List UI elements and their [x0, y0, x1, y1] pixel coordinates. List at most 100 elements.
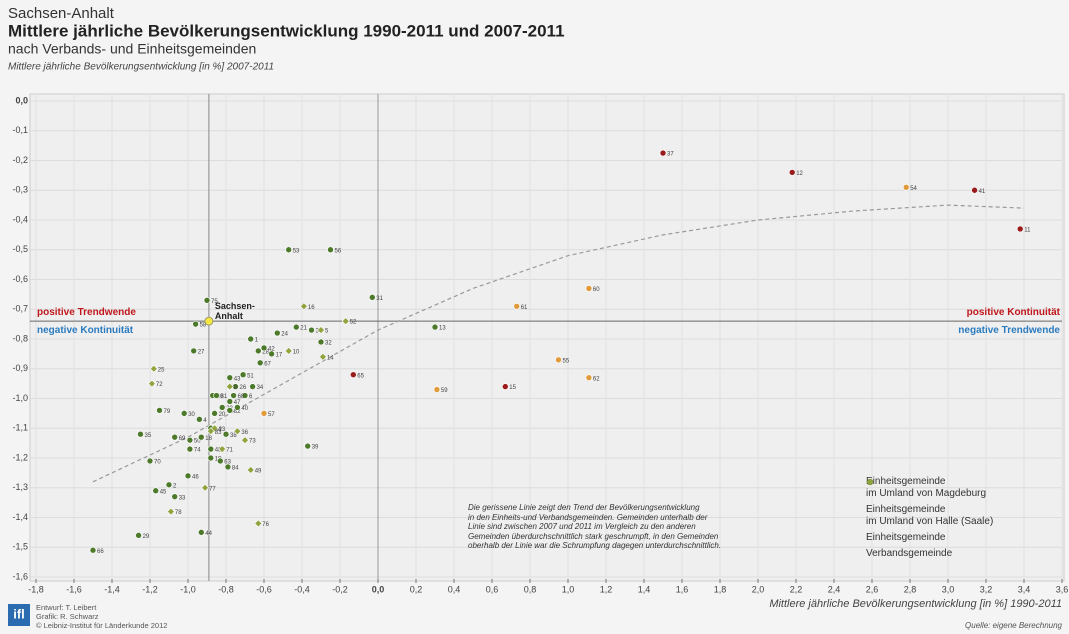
quadrant-label: negative Kontinuität: [37, 325, 134, 336]
point-label: 69: [179, 436, 186, 442]
point-label: 11: [1024, 228, 1031, 234]
point-label: 23: [219, 427, 226, 433]
point-label: 55: [563, 358, 570, 364]
point-label: 42: [268, 347, 275, 353]
y-tick-label: -1,6: [12, 571, 28, 581]
point: [89, 546, 97, 554]
point-label: 34: [257, 385, 264, 391]
trend-line: [92, 204, 1025, 483]
point-label: 32: [325, 341, 332, 347]
point: [304, 442, 312, 450]
y-tick-label: 0,0: [15, 95, 28, 105]
point: [135, 532, 142, 539]
x-tick-label: 2,4: [828, 584, 841, 594]
point-label: 61: [521, 305, 528, 311]
point-label: 4: [203, 418, 207, 424]
legend-entry: Einheitsgemeinde im Umland von Magdeburg: [866, 476, 993, 500]
legend-entry: Einheitsgemeinde im Umland von Halle (Sa…: [866, 479, 993, 528]
point: [241, 436, 249, 445]
point: [260, 410, 268, 417]
point-label: 41: [979, 189, 986, 195]
point-label: 83: [215, 430, 222, 436]
point-label: 16: [308, 305, 315, 311]
y-tick-label: -1,1: [12, 423, 28, 433]
point: [211, 410, 218, 417]
legend-entry: Einheitsgemeinde: [866, 479, 993, 544]
point: [218, 404, 226, 411]
point: [292, 323, 300, 331]
point-label: 30: [188, 412, 195, 418]
x-tick-label: -0,6: [256, 584, 272, 594]
point: [317, 338, 325, 346]
point: [349, 371, 357, 379]
point: [249, 383, 256, 390]
point-label: 20: [219, 412, 226, 418]
x-tick-label: -0,4: [294, 584, 310, 594]
point: [254, 347, 262, 355]
point: [254, 519, 263, 528]
point-label: 64: [215, 427, 222, 433]
point: [213, 392, 220, 399]
point: [225, 382, 234, 391]
point: [137, 430, 144, 438]
x-tick-label: 1,2: [600, 584, 613, 594]
reference-point: [204, 316, 214, 326]
point: [226, 407, 234, 414]
x-tick-label: 1,6: [676, 584, 689, 594]
point-label: 71: [226, 448, 233, 454]
point-label: 13: [439, 326, 446, 332]
point-label: 27: [198, 349, 205, 355]
chart-title: Mittlere jährliche Bevölkerungsentwicklu…: [8, 21, 565, 40]
point-label: 62: [593, 376, 600, 382]
point: [207, 454, 215, 462]
point: [971, 186, 978, 194]
point-label: 44: [205, 531, 212, 537]
point: [233, 427, 242, 436]
quadrant-label: positive Trendwende: [37, 307, 136, 318]
x-tick-label: -0,8: [218, 584, 234, 594]
y-tick-label: -0,4: [12, 214, 28, 224]
point: [180, 410, 188, 417]
x-tick-label: 0,0: [372, 584, 385, 594]
point: [308, 326, 315, 334]
point-label: 53: [293, 248, 300, 254]
point-label: 70: [154, 460, 161, 466]
point-label: 18: [205, 436, 212, 442]
point-label: 50: [194, 439, 201, 445]
x-tick-label: 0,8: [524, 584, 537, 594]
point: [241, 392, 249, 399]
point: [788, 169, 796, 176]
point-label: 15: [509, 385, 516, 391]
y-axis-label: Mittlere jährliche Bevölkerungsentwicklu…: [8, 62, 274, 73]
point: [203, 297, 211, 304]
x-tick-label: -1,6: [66, 584, 82, 594]
point-label: 49: [255, 468, 262, 474]
credit: Entwurf: T. Leibert: [36, 603, 97, 612]
y-tick-label: -0,7: [12, 304, 28, 314]
x-tick-label: -1,8: [28, 584, 44, 594]
point: [318, 352, 327, 361]
point-label: 68: [238, 394, 245, 400]
point: [273, 329, 281, 337]
y-tick-label: -1,2: [12, 452, 28, 462]
y-tick-label: -0,2: [12, 155, 28, 165]
point: [268, 350, 275, 358]
quadrant-label: negative Trendwende: [958, 325, 1060, 336]
point-label: 79: [164, 409, 171, 415]
point-label: 82: [234, 409, 241, 415]
y-tick-label: -0,3: [12, 185, 28, 195]
point: [299, 302, 308, 311]
point: [246, 465, 255, 474]
point: [247, 335, 254, 343]
point: [431, 323, 439, 331]
point-label: 80: [217, 394, 224, 400]
point: [501, 383, 509, 390]
x-tick-label: -1,4: [104, 584, 120, 594]
point-label: 3: [316, 329, 320, 335]
point-label: 72: [156, 382, 163, 388]
point-label: 5: [325, 329, 329, 335]
point: [317, 326, 325, 334]
x-tick-label: 1,0: [562, 584, 575, 594]
legend-entry: Verbandsgemeinde: [866, 478, 993, 560]
